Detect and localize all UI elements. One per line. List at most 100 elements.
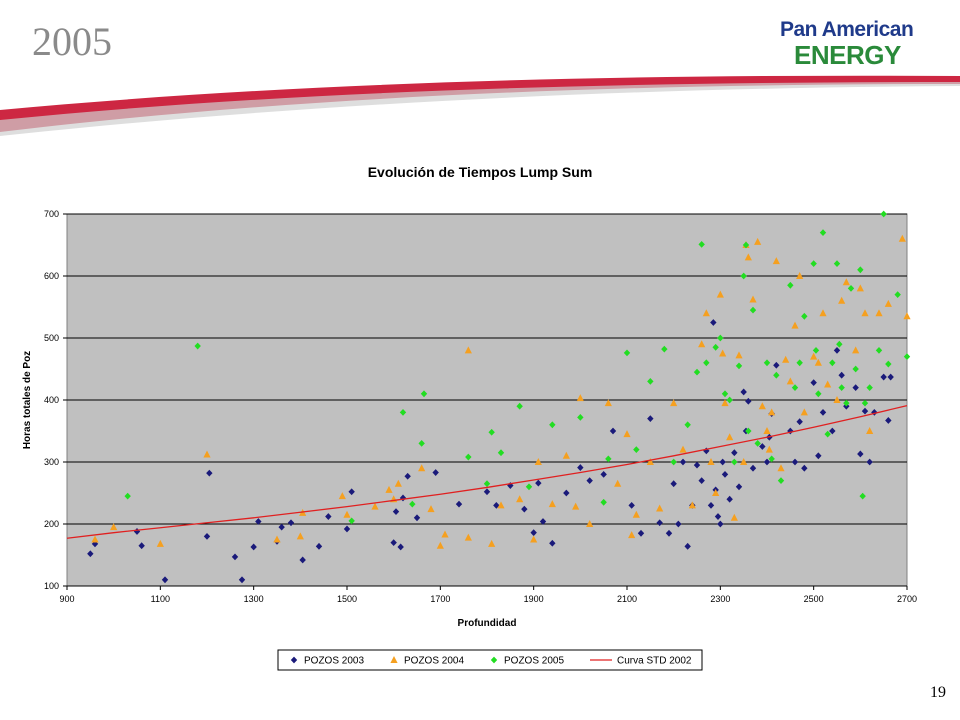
data-point-series-1 — [404, 472, 411, 480]
data-point-series-3 — [815, 390, 822, 398]
data-point-series-2 — [712, 489, 720, 496]
data-point-series-3 — [420, 390, 428, 398]
data-point-series-2 — [343, 510, 351, 518]
data-point-series-2 — [679, 445, 687, 453]
data-point-series-3 — [801, 312, 808, 320]
data-point-series-2 — [548, 500, 556, 508]
data-point-series-3 — [735, 362, 743, 370]
data-point-series-1 — [721, 471, 729, 478]
data-point-series-3 — [418, 440, 425, 447]
data-point-series-1 — [887, 373, 894, 381]
data-point-series-1 — [255, 518, 262, 525]
data-point-series-1 — [833, 347, 841, 354]
data-point-series-3 — [661, 345, 668, 353]
data-point-series-3 — [836, 340, 843, 348]
data-point-series-1 — [203, 533, 211, 540]
data-point-series-2 — [110, 523, 118, 531]
data-point-series-2 — [765, 445, 773, 453]
scatter-chart: Evolución de Tiempos Lump Sum 100 200 300 40… — [22, 164, 917, 671]
data-point-series-1 — [857, 450, 864, 458]
data-point-series-2 — [670, 399, 678, 407]
data-point-series-2 — [838, 296, 846, 304]
data-point-series-1 — [278, 523, 285, 531]
logo-text-line2: ENERGY — [794, 40, 901, 70]
data-point-series-1 — [161, 576, 169, 584]
data-point-series-3 — [605, 455, 612, 463]
data-point-series-3 — [684, 421, 691, 429]
data-point-series-3 — [796, 359, 803, 367]
data-point-series-2 — [604, 399, 612, 407]
data-point-series-1 — [885, 417, 892, 424]
legend-box — [277, 649, 703, 671]
data-point-series-2 — [814, 358, 822, 366]
data-point-series-1 — [647, 415, 654, 422]
data-point-series-2 — [735, 351, 743, 359]
data-point-series-1 — [852, 384, 859, 391]
data-point-series-3 — [399, 409, 407, 416]
data-point-series-2 — [791, 321, 799, 329]
data-point-series-2 — [656, 504, 664, 512]
data-point-series-2 — [726, 433, 734, 441]
data-point-series-3 — [194, 342, 201, 350]
data-point-series-3 — [647, 378, 654, 385]
data-point-series-3 — [712, 343, 719, 351]
data-point-series-1 — [348, 488, 355, 496]
page-number: 19 — [930, 684, 946, 701]
data-point-series-1 — [880, 373, 887, 381]
x-axis-label: Profundidad — [458, 618, 517, 629]
data-point-series-1 — [745, 397, 752, 405]
y-tick-label: 300 — [44, 457, 59, 467]
data-point-series-2 — [716, 290, 724, 298]
data-point-series-1 — [299, 556, 306, 564]
data-point-series-1 — [493, 502, 500, 509]
data-point-series-2 — [740, 458, 748, 465]
data-point-series-1 — [287, 519, 295, 527]
data-point-series-3 — [894, 291, 901, 298]
data-point-series-1 — [231, 553, 239, 561]
data-point-series-1 — [717, 520, 724, 528]
data-point-series-3 — [880, 210, 887, 218]
data-point-series-2 — [898, 234, 906, 242]
data-point-series-2 — [852, 346, 860, 354]
data-point-series-1 — [670, 480, 677, 488]
data-point-series-3 — [721, 390, 729, 398]
data-point-series-2 — [464, 346, 472, 354]
data-point-series-3 — [768, 455, 775, 463]
data-point-series-1 — [787, 427, 794, 435]
data-point-series-1 — [740, 388, 747, 396]
data-point-series-1 — [759, 443, 766, 450]
data-point-series-1 — [714, 513, 722, 520]
data-point-series-3 — [857, 266, 864, 274]
y-tick-label: 100 — [44, 581, 59, 591]
data-point-series-2 — [744, 253, 752, 261]
data-point-series-3 — [124, 492, 131, 500]
data-point-series-2 — [702, 309, 710, 317]
data-point-series-2 — [427, 505, 435, 513]
x-tick-label: 2500 — [804, 594, 824, 604]
data-point-series-2 — [203, 450, 211, 458]
company-logo: Pan American ENERGY — [780, 16, 930, 72]
curve-line — [66, 404, 908, 539]
data-point-series-3 — [843, 399, 850, 407]
x-tick-label: 2700 — [897, 594, 917, 604]
data-point-series-1 — [549, 539, 556, 547]
data-point-series-2 — [758, 402, 766, 410]
data-point-series-1 — [829, 427, 836, 435]
data-point-series-1 — [390, 539, 397, 546]
data-point-series-3 — [516, 402, 523, 410]
data-point-series-3 — [777, 477, 785, 484]
data-point-series-3 — [693, 368, 701, 376]
data-point-series-3 — [465, 453, 472, 461]
decorative-swoosh — [0, 75, 960, 136]
x-tick-label: 1100 — [151, 594, 170, 604]
x-tick-label: 1500 — [337, 594, 357, 604]
data-point-series-1 — [815, 452, 822, 460]
data-point-series-3 — [829, 359, 836, 367]
chart-title: Evolución de Tiempos Lump Sum — [368, 164, 593, 180]
data-point-series-1 — [861, 407, 869, 415]
data-point-series-2 — [296, 532, 304, 540]
data-point-series-1 — [866, 458, 873, 466]
data-point-series-1 — [726, 495, 733, 503]
data-point-series-3 — [698, 240, 705, 248]
data-point-series-3 — [824, 430, 831, 438]
